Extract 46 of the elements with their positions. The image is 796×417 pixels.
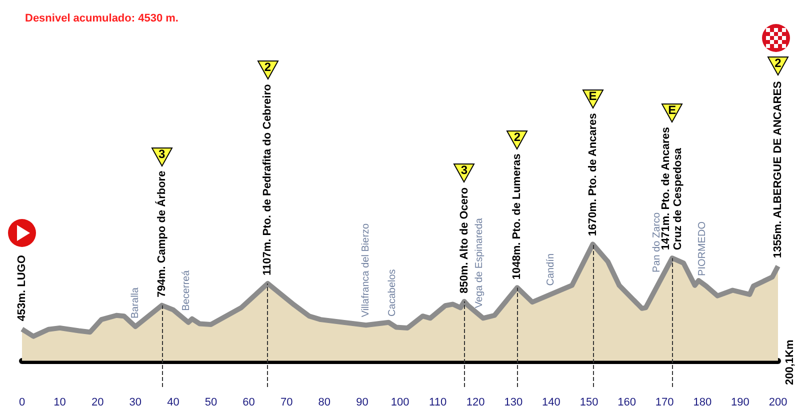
text: 2	[514, 130, 521, 144]
x-tick-label: 40	[167, 396, 180, 408]
x-tick-label: 120	[466, 396, 485, 408]
text: 3	[460, 163, 468, 178]
data-label: 1355m. ALBERGUE DE ANCARES	[772, 81, 784, 258]
data-label: 1670m. Pto. de Ancares	[586, 113, 599, 236]
x-tick-label: 0	[18, 396, 26, 408]
text: 200,1Km	[784, 340, 796, 385]
annotation: PIORMEDO	[696, 221, 708, 276]
x-tick-label: 70	[280, 396, 293, 408]
text: 3	[158, 146, 166, 161]
data-label: 1471m. Pto. de Ancares Cruz de Cespedosa	[660, 126, 684, 250]
annotation: Candín	[546, 253, 557, 286]
x-tick-label: 130	[504, 396, 523, 408]
x-tick-label: 160	[618, 396, 636, 408]
x-tick-label: 10	[54, 396, 66, 408]
chart-title: Desnivel acumulado: 4530 m.	[25, 12, 178, 24]
x-tick-label: 190	[731, 396, 750, 408]
x-tick-label: 60	[242, 396, 255, 408]
annotation: Cacabelos	[386, 269, 398, 316]
x-tick-label: 90	[356, 396, 368, 408]
x-tick-label: 100	[390, 396, 410, 408]
data-label: 1107m. Pto. de Pedrafita do Cebreiro	[262, 84, 274, 276]
x-tick-label: 50	[204, 396, 218, 408]
annotation: Vega de Espinareda	[474, 218, 485, 308]
x-tick-label: 180	[693, 396, 712, 408]
annotation: Villafranca del Bierzo	[360, 222, 372, 318]
text: E	[588, 88, 597, 103]
text: 2	[264, 60, 272, 74]
data-label: 1048m. Pto. de Lumeras	[511, 154, 524, 280]
x-tick-label: 30	[129, 396, 142, 408]
text: 2	[774, 56, 782, 70]
annotation: Pan do Zarco	[652, 212, 663, 272]
x-tick-label: 170	[655, 396, 674, 408]
x-tick-label: 150	[580, 396, 598, 408]
x-tick-label: 80	[318, 396, 331, 408]
x-tick-label: 200	[768, 396, 788, 408]
data-label: 850m. Alto de Ocero	[458, 187, 470, 294]
annotation: Becerreá	[180, 270, 192, 311]
annotation: Baralla	[130, 286, 141, 319]
text: E	[668, 102, 676, 117]
x-tick-label: 20	[91, 396, 104, 408]
data-label: 794m. Campo de Árbore	[154, 170, 168, 298]
x-tick-label: 140	[542, 396, 560, 408]
data-label: 453m. LUGO	[16, 254, 28, 322]
x-tick-label: 110	[429, 396, 447, 408]
